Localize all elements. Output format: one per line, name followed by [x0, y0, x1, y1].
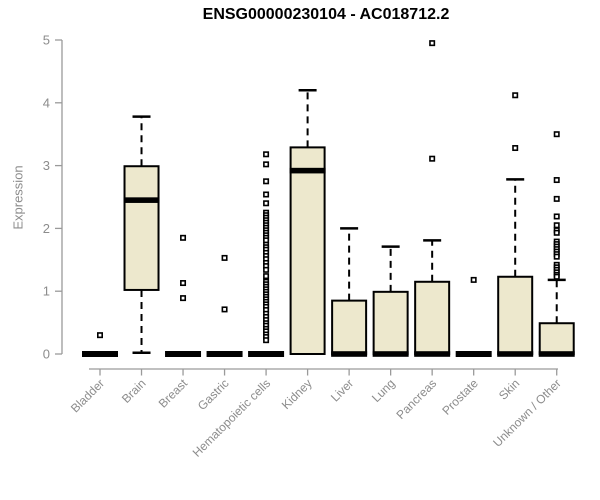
x-tick-label-bladder: Bladder [68, 376, 107, 415]
median-line [123, 197, 160, 203]
median-line [289, 167, 326, 174]
median-line [414, 351, 451, 357]
box-liver [331, 227, 368, 357]
collapsed-box [455, 351, 492, 357]
outlier-point [512, 145, 519, 152]
x-tick-label-hematopoietic-cells: Hematopoietic cells [190, 376, 273, 459]
box-rect [331, 299, 368, 355]
y-tick-label: 0 [43, 347, 50, 362]
y-tick-label: 2 [43, 221, 50, 236]
outlier-point [221, 306, 228, 313]
y-tick-label: 3 [43, 158, 50, 173]
box-prostate [455, 276, 492, 357]
outlier-point [470, 276, 477, 283]
x-tick-label-brain: Brain [119, 376, 149, 406]
outlier-point [429, 155, 436, 162]
outlier-point [221, 254, 228, 261]
outlier-point [553, 195, 560, 202]
box-hematopoietic-cells [248, 151, 285, 357]
x-tick-label-gastric: Gastric [195, 376, 232, 413]
x-tick-label-kidney: Kidney [279, 376, 315, 412]
outlier-point [553, 131, 560, 138]
box-rect [414, 280, 451, 355]
y-tick-label: 4 [43, 95, 50, 110]
collapsed-box [82, 351, 118, 357]
outlier-point [263, 151, 270, 158]
box-rect [538, 322, 575, 355]
outlier-point [97, 332, 104, 339]
x-tick-label-skin: Skin [496, 376, 522, 402]
chart-title: ENSG00000230104 - AC018712.2 [202, 6, 450, 23]
box-lung [372, 245, 409, 357]
box-bladder [82, 332, 118, 357]
box-breast [165, 234, 202, 357]
collapsed-box [248, 351, 285, 357]
outlier-point [553, 253, 560, 260]
outlier-point [263, 161, 270, 168]
outlier-point [553, 229, 560, 236]
y-tick-label: 5 [43, 33, 50, 48]
box-pancreas [414, 40, 451, 357]
outlier-point [263, 266, 270, 273]
box-kidney [289, 88, 326, 355]
box-rect [289, 146, 326, 355]
collapsed-box [165, 351, 202, 357]
outlier-point [553, 273, 560, 280]
outlier-point [429, 40, 436, 47]
box-skin [497, 92, 534, 357]
outlier-point [553, 222, 560, 229]
box-unknown-other [538, 131, 575, 357]
median-line [538, 351, 575, 357]
box-rect [497, 275, 534, 356]
y-tick-label: 1 [43, 284, 50, 299]
outlier-point [263, 200, 270, 207]
collapsed-box [206, 351, 243, 357]
median-line [372, 351, 409, 357]
outlier-point [263, 337, 270, 344]
outlier-point [263, 273, 270, 280]
median-line [331, 351, 368, 357]
box-brain [123, 115, 160, 354]
outlier-point [180, 234, 187, 241]
outlier-point [553, 177, 560, 184]
x-tick-label-prostate: Prostate [439, 376, 481, 418]
box-rect [123, 165, 160, 291]
outlier-point [512, 92, 519, 99]
outlier-point [263, 178, 270, 185]
box-rect [372, 290, 409, 356]
x-tick-label-pancreas: Pancreas [394, 376, 440, 422]
y-axis: 0 1 2 3 4 5 [43, 33, 63, 362]
x-tick-label-lung: Lung [369, 376, 398, 405]
x-tick-label-liver: Liver [328, 376, 356, 404]
outlier-point [180, 280, 187, 287]
outlier-point [553, 213, 560, 220]
median-line [497, 351, 534, 357]
box-gastric [206, 254, 243, 357]
outlier-point [263, 191, 270, 198]
x-tick-label-breast: Breast [156, 376, 191, 411]
outlier-point [180, 295, 187, 302]
